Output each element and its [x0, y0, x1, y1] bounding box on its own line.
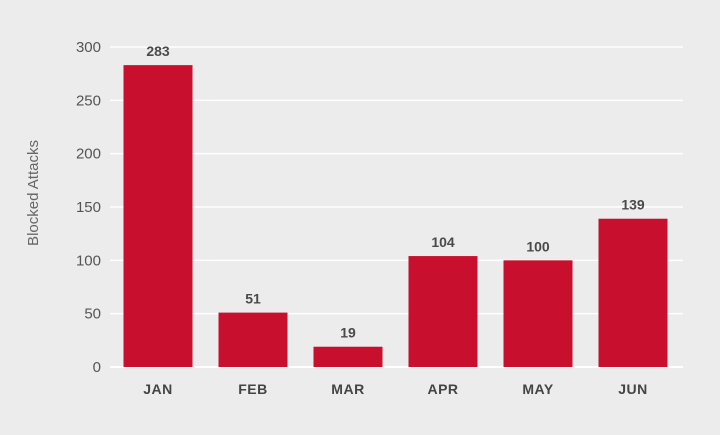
y-axis-ticks: 0 50 100 150 200 250 300	[76, 39, 101, 376]
gridlines	[110, 46, 683, 368]
bar-jan	[123, 65, 193, 367]
data-label-feb: 51	[245, 291, 261, 307]
x-tick-label-apr: APR	[427, 381, 458, 397]
y-tick-label: 200	[76, 146, 101, 163]
y-tick-label: 250	[76, 92, 101, 109]
data-label-jun: 139	[621, 197, 645, 213]
x-tick-label-feb: FEB	[238, 381, 268, 397]
y-tick-label: 100	[76, 252, 101, 269]
data-label-jan: 283	[146, 43, 170, 59]
bar-apr	[408, 256, 478, 367]
bar-may	[503, 260, 573, 367]
bar-mar	[313, 346, 383, 367]
x-tick-label-may: MAY	[522, 381, 553, 397]
y-axis-title: Blocked Attacks	[25, 140, 42, 246]
y-tick-label: 0	[93, 359, 101, 376]
y-tick-label: 300	[76, 39, 101, 56]
y-tick-label: 50	[84, 306, 101, 323]
y-tick-label: 150	[76, 199, 101, 216]
x-tick-label-jan: JAN	[143, 381, 173, 397]
x-axis-labels: JAN FEB MAR APR MAY JUN	[143, 381, 648, 397]
bar-jun	[598, 218, 668, 367]
bar-feb	[218, 312, 288, 367]
x-tick-label-jun: JUN	[618, 381, 648, 397]
data-label-mar: 19	[340, 325, 356, 341]
data-label-may: 100	[526, 238, 550, 254]
x-tick-label-mar: MAR	[331, 381, 364, 397]
data-labels: 283 51 19 104 100 139	[146, 43, 645, 341]
data-label-apr: 104	[431, 234, 455, 250]
bars	[123, 65, 668, 367]
